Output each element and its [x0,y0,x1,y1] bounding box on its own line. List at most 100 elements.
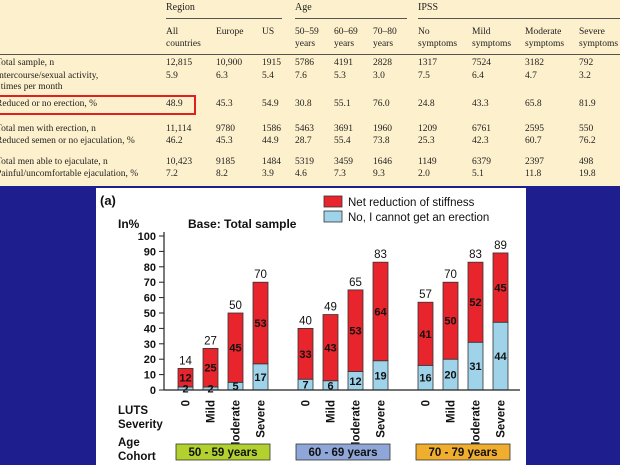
bar-total-label: 70 [254,269,267,281]
cohort-label-box [295,443,391,461]
bar-reduction-label: 33 [299,349,311,361]
bar-reduction-label: 50 [444,316,456,328]
y-axis-label: In% [118,217,140,231]
stacked-bar-chart: (a) In% Base: Total sample 0 10 20 30 40 50 60 70 8… [96,188,526,465]
bar-no-erection-label: 31 [469,361,481,373]
y-tick-label: 40 [144,323,156,335]
y-tick-label: 70 [144,277,156,289]
bar-reduction-label: 25 [204,363,216,375]
bar-no-erection-label: 16 [419,373,431,385]
y-tick-label: 10 [144,370,156,382]
table-cell: 3691 [334,124,353,134]
cohort-label: 60 - 69 years [308,447,377,459]
column-header: 50–59 years [295,27,319,49]
table-cell: 60.7 [525,136,542,146]
bar-reduction-label: 45 [229,343,241,355]
cohort-label-box [415,443,511,461]
cohort-label: 50 - 59 years [188,447,257,459]
table-cell: 45.3 [216,99,233,109]
row-label: Total men with erection, n [0,124,96,134]
table-cell: 65.8 [525,99,542,109]
table-cell: 5.3 [334,71,346,81]
bar-no-erection-label: 7 [302,380,308,392]
table-cell: 54.9 [262,99,279,109]
group-header-ipss: IPSS [418,2,439,13]
bar-reduction-label: 53 [349,326,361,338]
table-cell: 2828 [373,58,392,68]
table-cell: 6.4 [472,71,484,81]
table-cell: 6379 [472,157,491,167]
cohort-label: 70 - 79 years [428,447,497,459]
table-cell: 7524 [472,58,491,68]
y-tick-label: 90 [144,246,156,258]
table-cell: 11,114 [166,124,192,134]
bar-total-label: 49 [324,302,337,314]
highlight-box [0,95,196,115]
bar-reduction-label: 64 [374,306,387,318]
group-header-region: Region [166,2,195,13]
table-cell: 4.7 [525,71,537,81]
bar-no-erection-label: 20 [444,370,456,382]
bar-reduction [492,252,509,323]
row-label: Painful/uncomfortable ejaculation, % [0,169,139,179]
cohort-row-label: Cohort [118,451,156,463]
table-cell: 10,423 [166,157,193,167]
y-tick-label: 0 [150,385,156,397]
table-cell: 76.2 [579,136,596,146]
bar-no-erection-label: 17 [254,372,266,384]
y-tick-label: 60 [144,293,156,305]
table-cell: 4.6 [295,169,307,179]
bar-reduction-label: 52 [469,297,481,309]
bar-reduction-label: 53 [254,318,266,330]
column-header: Mild symptoms [472,27,512,49]
y-tick-label: 20 [144,354,156,366]
table-cell: 3.2 [579,71,591,81]
severity-tick-label: Mild [206,400,218,423]
severity-tick-label: Moderate [471,400,483,451]
bar-total-label: 27 [204,335,217,347]
table-cell: 9780 [216,124,235,134]
bar-reduction-label: 43 [324,343,336,355]
table-cell: 5319 [295,157,314,167]
column-header: 60–69 years [334,27,358,49]
y-tick-label: 80 [144,262,156,274]
bar-reduction [297,327,314,380]
chart-svg: (a)In% Base: Total sample0102030405060708… [100,193,520,463]
table-cell: 76.0 [373,99,390,109]
severity-tick-label: 0 [301,400,313,406]
severity-tick-label: 0 [181,400,193,406]
bar-reduction [227,312,244,383]
table-cell: 1209 [418,124,437,134]
table-cell: 5786 [295,58,314,68]
bar-total-label: 83 [374,249,387,261]
severity-row-label: LUTS [118,405,148,417]
table-cell: 5.1 [472,169,484,179]
table-cell: 6761 [472,124,491,134]
row-label: Reduced semen or no ejaculation, % [0,136,135,146]
bar-reduction [252,281,269,365]
bar-reduction-label: 12 [179,373,191,385]
severity-tick-label: Moderate [231,400,243,451]
cohort-row-label: Age [118,437,140,449]
severity-tick-label: Severe [496,400,508,438]
table-cell: 81.9 [579,99,596,109]
table-cell: 45.3 [216,136,233,146]
y-tick-label: 50 [144,308,156,320]
region-rule [166,18,282,19]
table-cell: 3459 [334,157,353,167]
table-cell: 42.3 [472,136,489,146]
severity-row-label: Severity [118,419,163,431]
bar-total-label: 65 [349,277,362,289]
table-cell: 5.4 [262,71,274,81]
bar-total-label: 57 [419,289,432,301]
table-cell: 48.9 [166,99,183,109]
bar-total-label: 14 [179,355,192,367]
column-header: No symptoms [418,27,458,49]
bar-total-label: 50 [229,300,242,312]
bar-reduction [442,281,459,360]
statistics-table: Region Age IPSS All countries Europe US 50–… [0,0,620,186]
bar-no-erection-label: 5 [232,381,238,393]
table-cell: 3182 [525,58,544,68]
table-cell: 498 [579,157,594,167]
table-cell: 11.8 [525,169,542,179]
